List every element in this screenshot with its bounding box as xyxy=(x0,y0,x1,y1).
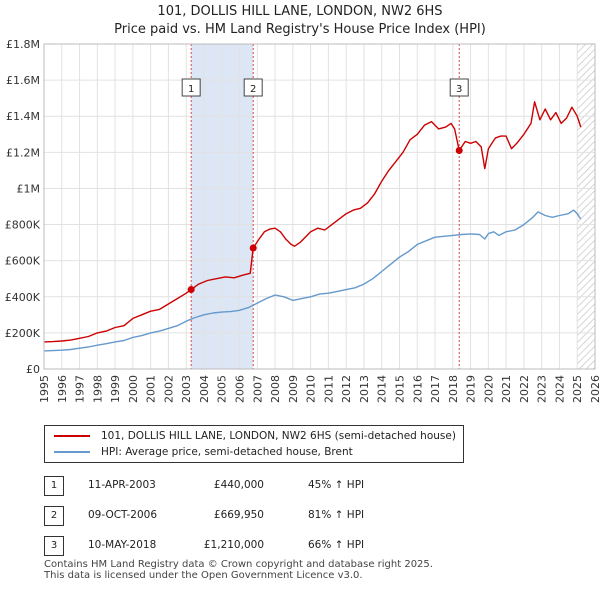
legend-swatch-hpi xyxy=(54,451,90,453)
x-tick-label: 2015 xyxy=(393,375,406,403)
transaction-point xyxy=(249,244,257,252)
transaction-hpi-change: 66% ↑ HPI xyxy=(308,539,365,551)
x-tick-label: 2016 xyxy=(411,375,424,403)
x-tick-label: 2025 xyxy=(571,375,584,403)
x-tick-label: 2008 xyxy=(269,375,282,403)
x-tick-label: 2019 xyxy=(465,375,478,403)
plot-area xyxy=(44,44,595,369)
y-tick-label: £1.4M xyxy=(6,110,40,123)
transaction-date: 11-APR-2003 xyxy=(88,479,156,491)
footer-license: This data is licensed under the Open Gov… xyxy=(44,570,363,581)
x-tick-label: 2013 xyxy=(358,375,371,403)
transaction-label-box xyxy=(243,78,263,97)
x-tick-label: 2009 xyxy=(287,375,300,403)
transaction-label-number: 3 xyxy=(456,84,462,95)
x-tick-label: 1999 xyxy=(109,375,122,403)
property-price-line xyxy=(43,101,582,343)
transaction-label-box xyxy=(449,78,469,97)
x-tick-label: 2017 xyxy=(429,375,442,403)
x-tick-label: 2002 xyxy=(162,375,175,403)
chart-legend: 101, DOLLIS HILL LANE, LONDON, NW2 6HS (… xyxy=(44,425,464,463)
transaction-label-number: 2 xyxy=(250,84,256,95)
y-tick-label: £600K xyxy=(5,255,41,268)
transaction-hpi-change: 81% ↑ HPI xyxy=(308,509,365,521)
x-tick-label: 2007 xyxy=(251,375,264,403)
transaction-price: £1,210,000 xyxy=(203,539,264,551)
x-tick-label: 1998 xyxy=(91,375,104,403)
x-tick-label: 1996 xyxy=(56,375,69,403)
transaction-number-badge: 1 xyxy=(44,476,64,496)
x-tick-label: 2024 xyxy=(553,375,566,403)
x-tick-label: 2011 xyxy=(322,375,335,403)
y-tick-label: £200K xyxy=(5,327,41,340)
x-tick-label: 2000 xyxy=(127,375,140,403)
x-tick-label: 2005 xyxy=(216,375,229,403)
x-tick-label: 2026 xyxy=(589,375,600,403)
x-tick-label: 2003 xyxy=(180,375,193,403)
x-tick-label: 2023 xyxy=(536,375,549,403)
y-tick-label: £800K xyxy=(5,219,41,232)
x-tick-label: 2004 xyxy=(198,375,211,403)
x-tick-label: 2022 xyxy=(518,375,531,403)
y-tick-label: £400K xyxy=(5,291,41,304)
x-tick-label: 2021 xyxy=(500,375,513,403)
transaction-date: 10-MAY-2018 xyxy=(88,539,157,551)
forecast-hatch-region xyxy=(577,44,595,369)
transaction-point xyxy=(187,286,195,294)
y-tick-label: £1.2M xyxy=(6,146,40,159)
hpi-line xyxy=(43,209,582,352)
plot-frame xyxy=(43,43,596,370)
transaction-date: 09-OCT-2006 xyxy=(88,509,157,521)
transaction-hpi-change: 45% ↑ HPI xyxy=(308,479,365,491)
transaction-label-box xyxy=(181,78,201,97)
legend-label-hpi: HPI: Average price, semi-detached house,… xyxy=(101,446,353,458)
y-tick-label: £1.8M xyxy=(6,38,40,51)
y-tick-label: £0 xyxy=(26,363,40,376)
y-tick-label: £1.6M xyxy=(6,74,40,87)
transaction-price: £669,950 xyxy=(213,509,264,521)
transaction-price: £440,000 xyxy=(213,479,264,491)
transaction-label-number: 1 xyxy=(188,84,194,95)
x-tick-label: 2020 xyxy=(482,375,495,403)
transaction-number-badge: 2 xyxy=(44,506,64,526)
x-tick-label: 2014 xyxy=(376,375,389,403)
price-chart: £0 £200K £400K £600K £800K £1M £1.2M £1.4M £1.6M… xyxy=(5,38,600,403)
legend-swatch-property xyxy=(54,435,90,437)
x-tick-label: 2018 xyxy=(447,375,460,403)
transaction-point xyxy=(455,147,463,155)
y-tick-label: £1M xyxy=(17,182,41,195)
x-tick-label: 2001 xyxy=(145,375,158,403)
x-tick-label: 2010 xyxy=(305,375,318,403)
chart-title: 101, DOLLIS HILL LANE, LONDON, NW2 6HS xyxy=(157,4,443,19)
x-tick-label: 1997 xyxy=(74,375,87,403)
chart-subtitle: Price paid vs. HM Land Registry's House … xyxy=(114,22,486,37)
legend-label-property: 101, DOLLIS HILL LANE, LONDON, NW2 6HS (… xyxy=(101,430,456,442)
transaction-number-badge: 3 xyxy=(44,536,64,556)
x-tick-label: 2012 xyxy=(340,375,353,403)
x-tick-label: 2006 xyxy=(234,375,247,403)
footer-copyright: Contains HM Land Registry data © Crown c… xyxy=(44,559,433,570)
x-tick-label: 1995 xyxy=(38,375,51,403)
